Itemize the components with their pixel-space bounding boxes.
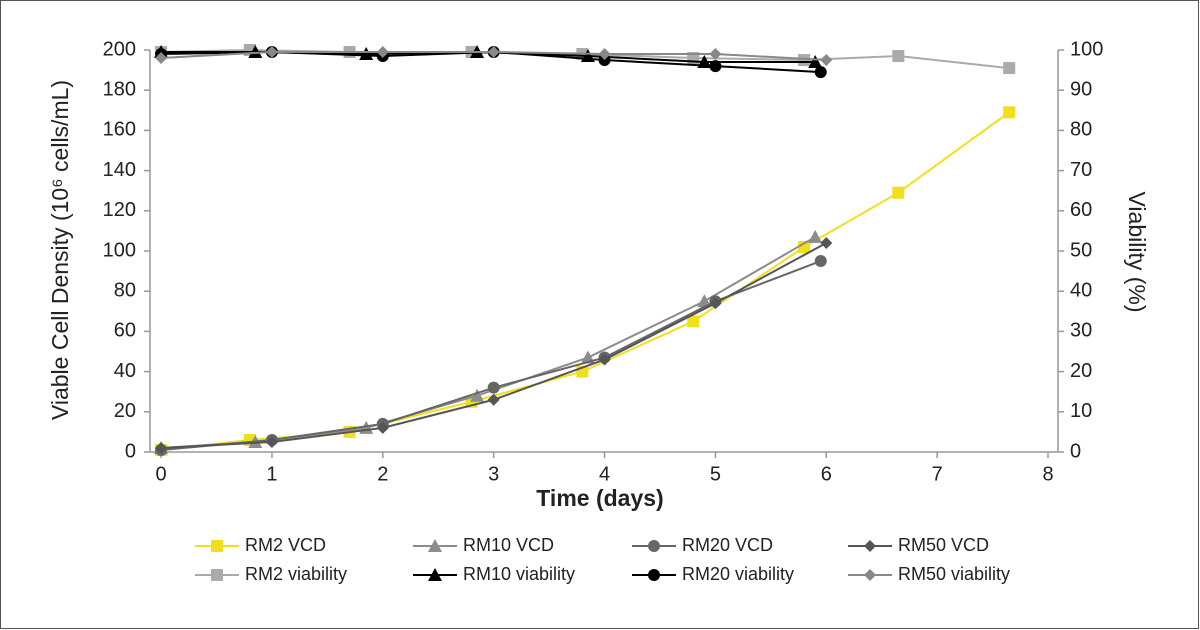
y-axis-label: Viable Cell Density (10⁶ cells/mL): [47, 80, 73, 420]
y2-tick-label: 70: [1070, 159, 1092, 181]
marker: [892, 50, 905, 63]
y2-axis-label: Viability (%): [1124, 192, 1150, 313]
y-tick-label: 40: [114, 360, 136, 382]
marker: [376, 421, 389, 434]
marker: [814, 66, 827, 79]
legend-marker: [211, 569, 223, 581]
y-tick-label: 120: [103, 199, 136, 221]
y-tick-label: 60: [114, 320, 136, 342]
legend-marker: [648, 569, 660, 581]
y2-tick-label: 60: [1070, 199, 1092, 221]
legend-label: RM2 viability: [245, 564, 347, 584]
marker: [820, 54, 833, 67]
legend-marker: [428, 568, 442, 581]
marker: [687, 315, 700, 328]
marker: [814, 255, 827, 268]
legend-marker: [211, 540, 223, 552]
marker: [470, 388, 485, 402]
series-line: [161, 236, 816, 449]
marker: [155, 441, 168, 454]
legend-marker: [864, 569, 876, 581]
series-line: [160, 260, 822, 451]
y2-tick-label: 40: [1070, 279, 1092, 301]
y2-tick-label: 20: [1070, 360, 1092, 382]
legend-label: RM50 VCD: [898, 535, 989, 555]
y-tick-label: 0: [125, 440, 136, 462]
marker: [892, 186, 905, 199]
legend-label: RM10 viability: [463, 564, 575, 584]
marker: [709, 48, 722, 61]
y-tick-label: 160: [103, 119, 136, 141]
legend-label: RM10 VCD: [463, 535, 554, 555]
x-tick-label: 8: [1042, 463, 1053, 485]
marker: [709, 60, 722, 73]
marker: [265, 46, 278, 59]
y2-tick-label: 90: [1070, 78, 1092, 100]
y2-tick-label: 100: [1070, 38, 1103, 60]
marker: [808, 229, 823, 243]
marker: [359, 47, 374, 61]
marker: [487, 46, 500, 59]
marker: [820, 236, 833, 249]
legend-label: RM20 viability: [682, 564, 794, 584]
marker: [1003, 106, 1016, 119]
series-line: [160, 111, 1010, 451]
legend-marker: [428, 539, 442, 552]
y-tick-label: 140: [103, 159, 136, 181]
series-line: [161, 242, 827, 449]
legend-label: RM50 viability: [898, 564, 1010, 584]
x-tick-label: 0: [156, 463, 167, 485]
y2-tick-label: 50: [1070, 239, 1092, 261]
y-tick-label: 200: [103, 38, 136, 60]
legend-marker: [864, 540, 876, 552]
marker: [598, 54, 611, 67]
y-tick-label: 100: [103, 239, 136, 261]
marker: [265, 435, 278, 448]
x-tick-label: 7: [932, 463, 943, 485]
marker: [598, 353, 611, 366]
y2-tick-label: 30: [1070, 320, 1092, 342]
y-tick-label: 180: [103, 78, 136, 100]
marker: [808, 55, 823, 69]
marker: [487, 381, 500, 394]
marker: [155, 52, 168, 65]
legend-marker: [648, 540, 660, 552]
x-tick-label: 6: [821, 463, 832, 485]
y-tick-label: 80: [114, 279, 136, 301]
x-axis-label: Time (days): [536, 485, 663, 511]
legend-label: RM20 VCD: [682, 535, 773, 555]
marker: [487, 393, 500, 406]
x-tick-label: 3: [488, 463, 499, 485]
y2-tick-label: 80: [1070, 119, 1092, 141]
x-tick-label: 1: [266, 463, 277, 485]
x-tick-label: 2: [377, 463, 388, 485]
marker: [376, 46, 389, 59]
x-tick-label: 5: [710, 463, 721, 485]
legend-label: RM2 VCD: [245, 535, 326, 555]
y2-tick-label: 0: [1070, 440, 1081, 462]
x-tick-label: 4: [599, 463, 610, 485]
marker: [598, 48, 611, 61]
marker: [709, 297, 722, 310]
y2-tick-label: 10: [1070, 400, 1092, 422]
y-tick-label: 20: [114, 400, 136, 422]
marker: [1003, 62, 1016, 75]
